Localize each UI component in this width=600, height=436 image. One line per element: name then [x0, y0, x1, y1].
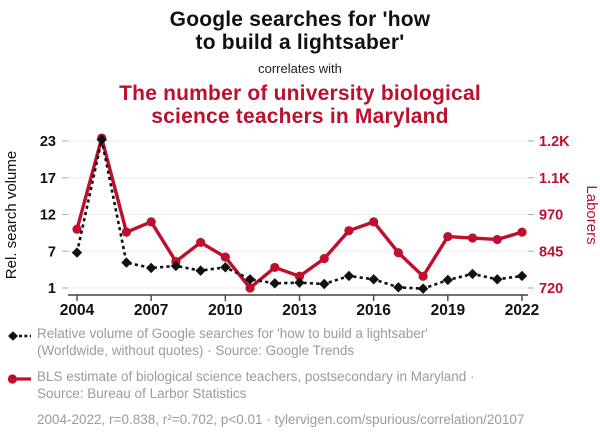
- x-tick-label: 2013: [282, 302, 317, 319]
- x-tick-label: 2019: [431, 302, 466, 319]
- diamond-data-point: [467, 268, 478, 280]
- circle-data-point: [196, 237, 206, 248]
- circle-data-point: [492, 234, 502, 245]
- circle-data-point: [443, 231, 453, 242]
- title-line-1: Google searches for 'how: [169, 8, 431, 31]
- diamond-data-point: [121, 257, 132, 268]
- circle-data-point: [344, 226, 354, 236]
- circle-data-point: [319, 254, 329, 264]
- right-tick-label: 1.1K: [539, 171, 570, 187]
- legend-item-google-searches: Relative volume of Google searches for '…: [7, 326, 593, 359]
- diamond-data-point: [393, 282, 404, 293]
- circle-data-point: [121, 227, 132, 237]
- legend-google-line-2: (Worldwide, without quotes) · Source: Go…: [37, 342, 355, 358]
- y-axis-ticks: 23 1.2K 17 1.1K 12 970 7 845 1 720: [40, 134, 570, 297]
- right-tick-label: 845: [539, 244, 563, 260]
- title-line-2: to build a lightsaber': [195, 31, 405, 54]
- legend: Relative volume of Google searches for '…: [7, 326, 593, 428]
- x-tick-label: 2016: [356, 302, 391, 319]
- circle-data-point: [369, 217, 379, 227]
- diamond-data-point: [244, 274, 256, 285]
- diamond-data-point: [516, 270, 528, 282]
- circle-data-point: [270, 262, 280, 273]
- x-tick-label: 2004: [60, 302, 95, 319]
- circle-data-point: [418, 271, 428, 281]
- figure-header: Google searches for 'how to build a ligh…: [0, 8, 600, 128]
- diamond-data-point: [195, 265, 206, 276]
- series-google-searches: [71, 134, 528, 294]
- circle-data-point: [467, 233, 478, 243]
- stats-citation-line: 2004-2022, r=0.838, r²=0.702, p<0.01 · t…: [37, 412, 525, 427]
- diamond-data-point: [71, 247, 83, 258]
- right-tick-label: 1.2K: [539, 134, 570, 150]
- circle-solid-marker-icon: [7, 374, 31, 384]
- diamond-data-point: [269, 278, 280, 289]
- diamond-data-point: [343, 270, 355, 282]
- diamond-data-point: [170, 260, 182, 272]
- legend-item-bls-teachers: BLS estimate of biological science teach…: [7, 369, 593, 402]
- gridlines: [68, 140, 528, 289]
- subtitle-line-2: science teachers in Maryland: [151, 105, 449, 128]
- chart-title-red: The number of university biological scie…: [0, 82, 600, 128]
- diamond-data-point: [319, 278, 330, 290]
- x-tick-label: 2022: [505, 302, 539, 319]
- left-tick-label: 1: [48, 281, 56, 297]
- right-axis-title: Laborers: [583, 185, 600, 244]
- diamond-data-point: [294, 277, 305, 288]
- x-tick-label: 2007: [134, 302, 168, 319]
- diamond-dashed-marker-icon: [8, 331, 31, 341]
- left-axis-title: Rel. search volume: [3, 151, 20, 279]
- legend-bls-line-2: Source: Bureau of Larbor Statistics: [37, 385, 247, 401]
- series-bls-teachers: [72, 133, 527, 293]
- x-axis: 2004 2007 2010 2013 2016 2019 2022: [60, 294, 539, 319]
- legend-bls-line-1: BLS estimate of biological science teach…: [37, 369, 475, 384]
- right-tick-label: 720: [539, 281, 563, 297]
- chart-title-black: Google searches for 'how to build a ligh…: [0, 8, 600, 54]
- x-tick-label: 2010: [208, 302, 242, 319]
- diamond-data-point: [96, 134, 107, 145]
- circle-data-point: [517, 227, 527, 237]
- diamond-data-point: [417, 283, 429, 294]
- left-tick-label: 17: [40, 171, 56, 187]
- correlates-with-text: correlates with: [258, 61, 342, 76]
- circle-data-point: [72, 224, 82, 234]
- left-tick-label: 7: [48, 244, 56, 260]
- diamond-data-point: [145, 262, 157, 274]
- diamond-data-point: [368, 274, 379, 285]
- circle-data-point: [146, 217, 156, 227]
- left-tick-label: 12: [40, 208, 56, 224]
- diamond-data-point: [492, 274, 503, 285]
- left-tick-label: 23: [40, 134, 56, 150]
- legend-google-line-1: Relative volume of Google searches for '…: [37, 326, 428, 341]
- circle-data-point: [220, 252, 230, 262]
- diamond-data-point: [442, 274, 454, 286]
- circle-data-point: [393, 248, 403, 258]
- circle-data-point: [245, 283, 255, 293]
- subtitle-line-1: The number of university biological: [119, 82, 481, 105]
- circle-data-point: [294, 271, 305, 281]
- right-tick-label: 970: [539, 208, 563, 224]
- diamond-data-point: [220, 262, 231, 273]
